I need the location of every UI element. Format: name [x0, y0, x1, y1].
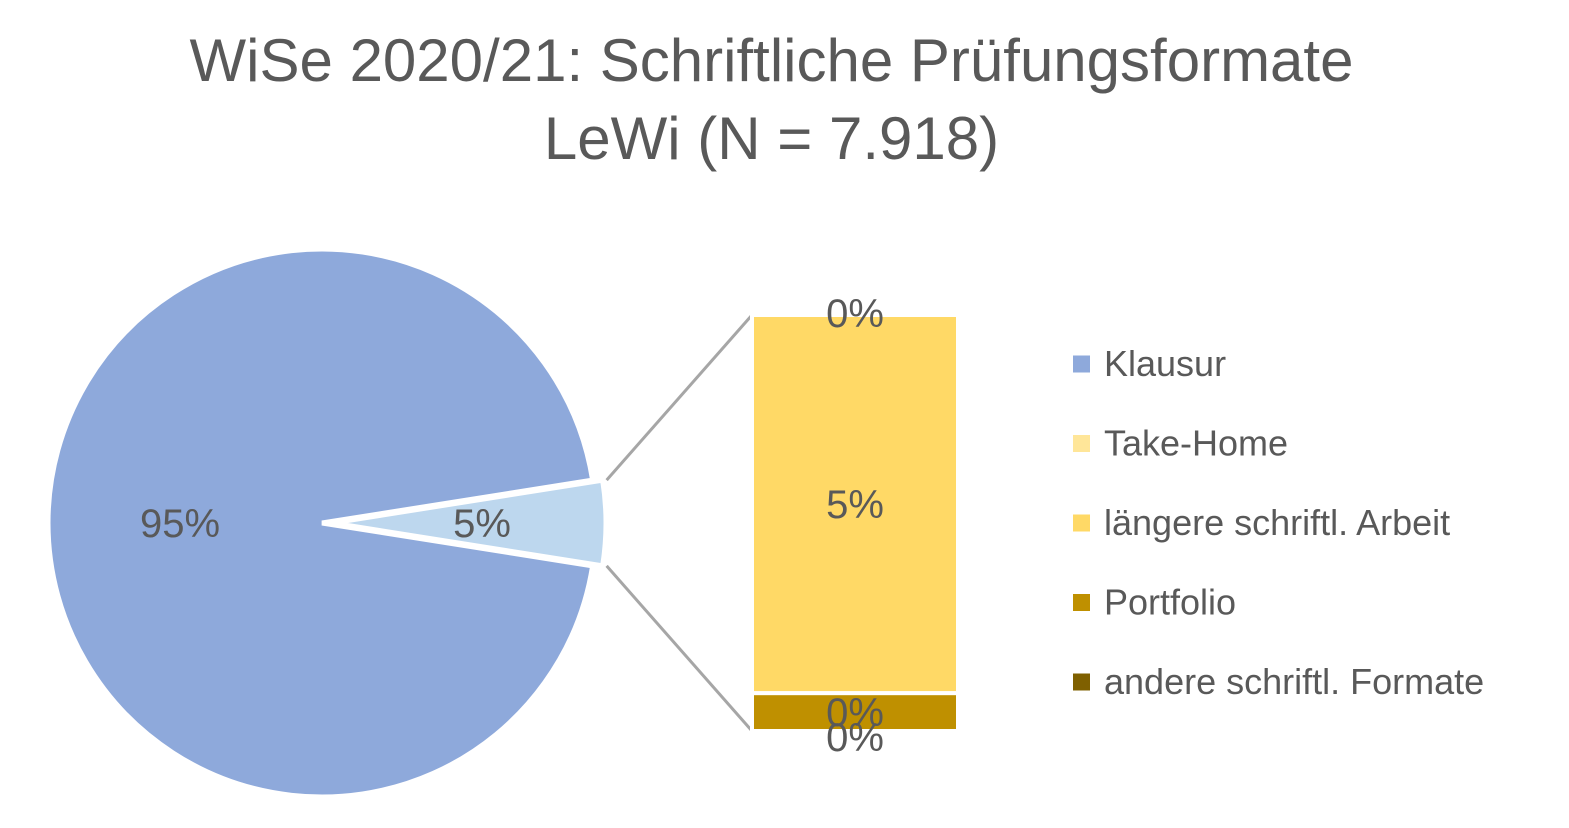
legend-swatch-andere-schriftl-formate: [1073, 673, 1090, 691]
connector-line-bottom: [605, 564, 754, 732]
connector-lines: [605, 314, 754, 732]
chart-title-line-1: WiSe 2020/21: Schriftliche Prüfungsforma…: [189, 27, 1354, 94]
bar-segment-portfolio: [750, 691, 960, 734]
chart-title: WiSe 2020/21: Schriftliche Prüfungsforma…: [0, 22, 1543, 178]
legend-label-andere-schriftl-formate: andere schriftl. Formate: [1104, 661, 1484, 702]
chart-title-line-2: LeWi (N = 7.918): [543, 105, 1000, 172]
legend-label-portfolio: Portfolio: [1104, 582, 1236, 623]
pie-slice-label: 5%: [453, 502, 511, 546]
pie-group: 95% 5%: [45, 246, 609, 800]
pie-slice-label: 95%: [140, 502, 220, 546]
connector-line-top: [605, 314, 754, 482]
bar-segment-label: 0%: [826, 716, 884, 760]
pie-slice-other: [331, 477, 609, 569]
legend-label-laengere-schriftl-arbeit: längere schriftl. Arbeit: [1104, 502, 1450, 543]
legend: Klausur Take-Home längere schriftl. Arbeit…: [1073, 343, 1484, 702]
bar-segment-label: 0%: [826, 691, 884, 735]
legend-label-take-home: Take-Home: [1104, 423, 1288, 464]
legend-swatch-klausur: [1073, 355, 1090, 373]
legend-swatch-portfolio: [1073, 594, 1090, 611]
bar-segment-laengere-schriftl-arbeit: [750, 313, 960, 696]
bar-segment-label: 0%: [826, 292, 884, 336]
legend-swatch-laengere-schriftl-arbeit: [1073, 514, 1090, 532]
legend-swatch-take-home: [1073, 435, 1090, 452]
stacked-bar-group: 0%5%0%0%: [750, 292, 960, 760]
pie-slice-klausur: [45, 246, 596, 800]
legend-label-klausur: Klausur: [1104, 343, 1226, 384]
bar-segment-label: 5%: [826, 483, 884, 527]
